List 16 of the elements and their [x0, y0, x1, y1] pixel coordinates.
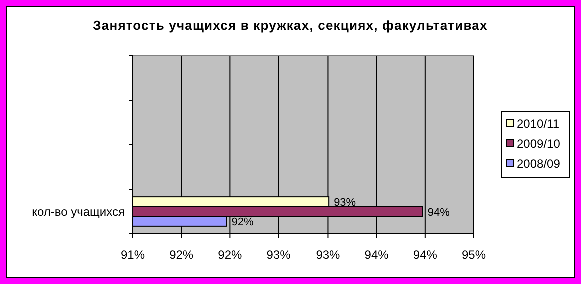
- x-tick-label: 92%: [170, 248, 194, 262]
- data-label: 94%: [428, 206, 450, 219]
- y-tick-label: кол-во учащихся: [32, 204, 125, 219]
- x-tick-label: 95%: [462, 248, 486, 262]
- x-tick-label: 93%: [316, 248, 341, 262]
- x-tick-label: 92%: [218, 248, 243, 262]
- x-tick-label: 94%: [413, 248, 438, 262]
- x-tick-label: 91%: [120, 248, 146, 262]
- legend-label: 2010/11: [517, 117, 560, 131]
- chart-title: Занятость учащихся в кружках, секциях, факультативах: [93, 18, 488, 33]
- x-tick-label: 94%: [364, 248, 390, 262]
- data-label: 92%: [232, 216, 254, 229]
- data-label: 93%: [334, 196, 356, 209]
- legend-label: 2008/09: [517, 157, 561, 171]
- x-tick-label: 93%: [266, 248, 292, 262]
- legend-label: 2009/10: [517, 137, 561, 151]
